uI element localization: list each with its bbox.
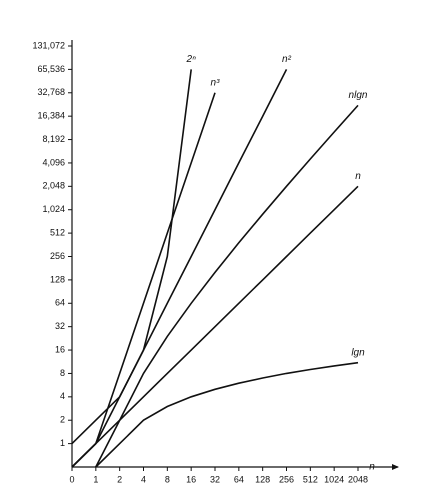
x-tick-label: 0 (69, 474, 74, 484)
y-tick-label: 2,048 (42, 181, 65, 191)
y-tick-label: 8,192 (42, 134, 65, 144)
y-tick-label: 1,024 (42, 204, 65, 214)
x-tick-label: 256 (279, 474, 294, 484)
y-tick-label: 16,384 (37, 111, 65, 121)
y-tick-label: 256 (50, 251, 65, 261)
y-tick-label: 4 (60, 391, 65, 401)
x-tick-label: 1 (93, 474, 98, 484)
x-tick-label: 512 (303, 474, 318, 484)
x-tick-label: 2048 (348, 474, 368, 484)
y-tick-label: 2 (60, 415, 65, 425)
series-line (71, 92, 216, 468)
y-tick-label: 4,096 (42, 157, 65, 167)
x-tick-label: 8 (165, 474, 170, 484)
y-tick-label: 64 (55, 298, 65, 308)
x-tick-label: 1024 (324, 474, 344, 484)
x-tick-label: 32 (210, 474, 220, 484)
y-tick-label: 16 (55, 344, 65, 354)
x-tick-label: 16 (186, 474, 196, 484)
x-tick-label: 128 (255, 474, 270, 484)
y-tick-label: 128 (50, 274, 65, 284)
y-tick-label: 65,536 (37, 64, 65, 74)
series-label: n (355, 171, 361, 182)
series-line (71, 69, 288, 468)
series-line (95, 361, 359, 468)
series-label: nlgn (349, 90, 368, 101)
y-tick-label: 1 (60, 438, 65, 448)
y-tick-label: 32 (55, 321, 65, 331)
series-label: n³ (211, 77, 221, 88)
series-label: n² (282, 54, 292, 65)
y-tick-label: 131,072 (32, 40, 65, 50)
x-axis-arrow (392, 464, 399, 470)
x-axis-label: n (369, 462, 375, 473)
series-label: 2ⁿ (186, 54, 197, 65)
x-tick-label: 4 (141, 474, 146, 484)
x-tick-label: 2 (117, 474, 122, 484)
series-label: lgn (351, 347, 365, 358)
y-tick-label: 32,768 (37, 87, 65, 97)
y-tick-label: 8 (60, 368, 65, 378)
series-line (71, 185, 359, 468)
series-line (71, 69, 192, 445)
x-tick-label: 64 (234, 474, 244, 484)
y-tick-label: 512 (50, 227, 65, 237)
series-line (95, 104, 359, 468)
